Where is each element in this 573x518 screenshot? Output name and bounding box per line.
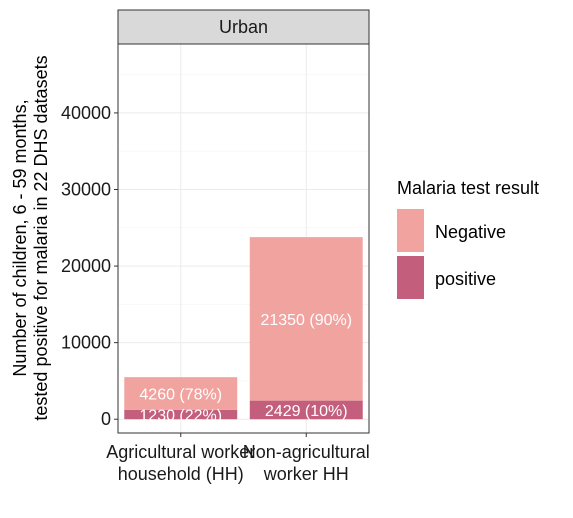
- facet-strip: [117, 9, 370, 45]
- x-tick-label: Non-agricultural worker HH: [243, 442, 370, 484]
- y-axis-title-line-2: tested positive for malaria in 22 DHS da…: [31, 55, 51, 420]
- y-tick-label: 10000: [61, 333, 111, 353]
- y-axis-title: Number of children, 6 - 59 months, teste…: [10, 55, 51, 420]
- y-tick-label: 20000: [61, 256, 111, 276]
- y-axis-title-line-1: Number of children, 6 - 59 months,: [10, 99, 30, 376]
- bar-label-negative-0: 4260 (78%): [139, 386, 222, 403]
- facet-strip-label: Urban: [219, 17, 268, 37]
- plot-panel-border: [117, 43, 370, 434]
- bar-negative-0: [124, 377, 238, 410]
- legend-label-positive: positive: [435, 269, 496, 289]
- x-axis: Agricultural worker household (HH)Non-agr…: [106, 433, 370, 484]
- y-tick-label: 40000: [61, 103, 111, 123]
- legend-label-negative: Negative: [435, 222, 506, 242]
- legend-key-positive: [397, 256, 424, 299]
- x-tick-label: Agricultural worker household (HH): [106, 442, 255, 484]
- legend: Malaria test result Negative positive: [397, 178, 539, 299]
- y-tick-label: 30000: [61, 179, 111, 199]
- bars: [124, 237, 363, 420]
- legend-key-negative: [397, 209, 424, 252]
- bar-labels: 1230 (22%) 4260 (78%) 2429 (10%) 21350 (90%…: [139, 312, 352, 425]
- bar-negative-1: [249, 237, 363, 401]
- bar-label-negative-1: 21350 (90%): [260, 312, 352, 329]
- bar-label-positive-0: 1230 (22%): [139, 408, 222, 425]
- y-axis: 0 10000 20000 30000 40000: [61, 103, 118, 429]
- legend-title: Malaria test result: [397, 178, 539, 198]
- bar-positive-0: [124, 409, 238, 420]
- bar-positive-1: [249, 400, 363, 420]
- y-tick-label: 0: [101, 409, 111, 429]
- bar-label-positive-1: 2429 (10%): [265, 403, 348, 420]
